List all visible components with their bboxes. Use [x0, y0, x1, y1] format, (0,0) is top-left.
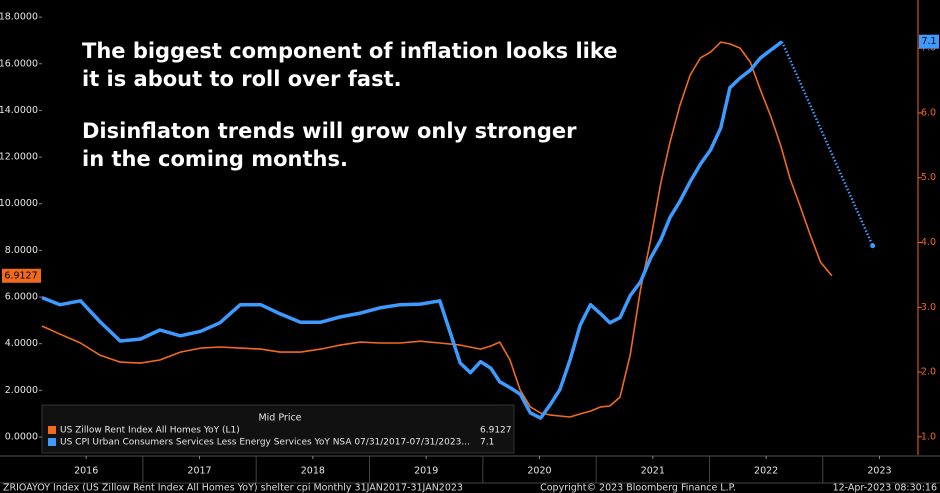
legend-label: US CPI Urban Consumers Services Less Ene…: [60, 438, 470, 448]
legend-swatch: [48, 438, 56, 446]
x-tick-label: 2018: [301, 466, 325, 477]
y-tick-label: 18.0000: [0, 12, 38, 23]
y-tick-label: 16.0000: [0, 58, 38, 69]
y2-tick-label: 1.0: [921, 431, 936, 442]
annotation: it is about to roll over fast.: [82, 67, 402, 91]
y-tick-label: 12.0000: [0, 152, 38, 163]
legend-title: Mid Price: [258, 413, 301, 424]
annotation: The biggest component of inflation looks…: [82, 39, 617, 63]
series-line: [41, 40, 784, 420]
y-tick-label: 6.0000: [5, 292, 38, 303]
x-tick-label: 2022: [754, 466, 778, 477]
footer-right: 12-Apr-2023 08:30:16: [833, 483, 937, 493]
y-tick-label: 0.0000: [5, 432, 38, 443]
x-tick-label: 2020: [527, 466, 551, 477]
x-tick-label: 2023: [867, 466, 891, 477]
x-tick-label: 2021: [641, 466, 665, 477]
footer-left: ZRIOAYOY Index (US Zillow Rent Index All…: [3, 483, 463, 493]
last-value-label: 6.9127: [4, 270, 37, 281]
y-tick-label: 10.0000: [0, 198, 38, 209]
legend-box: [41, 404, 515, 454]
legend-swatch: [48, 426, 56, 434]
y-tick-label: 2.0000: [5, 385, 38, 396]
y2-tick-label: 6.0: [921, 107, 936, 118]
y-tick-label: 14.0000: [0, 105, 38, 116]
x-tick-label: 2019: [414, 466, 438, 477]
legend-label: US Zillow Rent Index All Homes YoY (L1): [60, 426, 240, 436]
legend-value: 6.9127: [480, 426, 512, 436]
y-tick-label: 8.0000: [5, 245, 38, 256]
y-tick-label: 4.0000: [5, 338, 38, 349]
y2-tick-label: 5.0: [921, 172, 936, 183]
last-value-label: 7.1: [921, 36, 936, 47]
y2-tick-label: 4.0: [921, 237, 936, 248]
y2-tick-label: 2.0: [921, 367, 936, 378]
x-tick-label: 2016: [74, 466, 98, 477]
last-value-box: [919, 34, 939, 49]
annotation: in the coming months.: [82, 147, 348, 171]
projection-end: [870, 243, 876, 249]
annotation: Disinflaton trends will grow only strong…: [82, 119, 577, 143]
footer-center: Copyright© 2023 Bloomberg Finance L.P.: [540, 483, 736, 493]
y2-tick-label: 3.0: [921, 302, 936, 313]
series-line: [41, 41, 833, 418]
legend-value: 7.1: [480, 438, 494, 448]
last-value-box: [2, 268, 41, 283]
projection-line: [780, 41, 874, 247]
x-tick-label: 2017: [187, 466, 211, 477]
